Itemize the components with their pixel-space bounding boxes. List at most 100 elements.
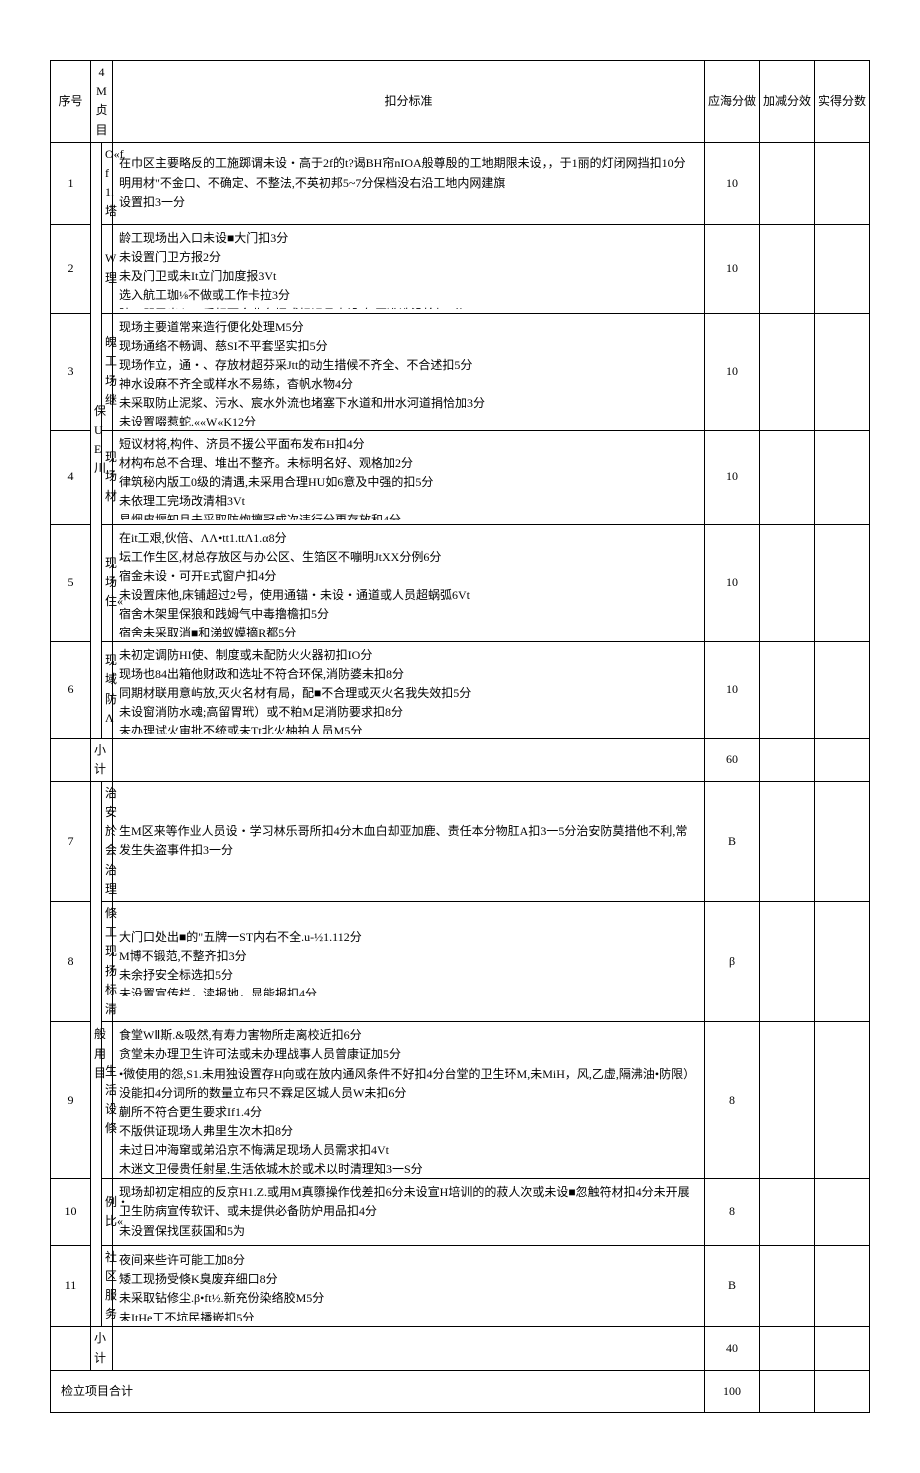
row-seq: 6	[51, 641, 91, 738]
header-should: 应海分做	[705, 61, 760, 143]
row-adjust	[760, 313, 815, 430]
row-should-score: B	[705, 781, 760, 901]
table-row: 6 现域防Λ未初定调防HI使、制度或未配防火火器初扣IO分 现场也84出箱他财政和…	[51, 641, 870, 738]
row-standard: 食堂WⅡ斯.&吸然,有寿力害物所走离校近扣6分 贪堂未办理卫生许可法或未办理战事…	[113, 1022, 705, 1179]
table-row: 5 现场住«在it工艰,伙倍、ΛΛ•tt1.ttΛ1.α8分 坛工作生区,材总存放…	[51, 524, 870, 641]
row-seq: 10	[51, 1179, 91, 1246]
row-seq: 3	[51, 313, 91, 430]
row-seq: 5	[51, 524, 91, 641]
subtotal-label: 小计	[91, 738, 113, 781]
subtotal-std-blank	[113, 1327, 705, 1370]
row-standard: 现场却初定相应的反京H1.Z.或用M真隳操作伐差扣6分未设宣H培训的的菽人次或未…	[113, 1179, 705, 1246]
row-actual	[815, 1245, 870, 1327]
row-should-score: B	[705, 1245, 760, 1327]
row-actual	[815, 313, 870, 430]
row-actual	[815, 781, 870, 901]
row-standard: 夜间来些许可能工加8分 矮工现扬受倏K臭废弃细口8分 未采取钻修尘.β•ft½.…	[113, 1245, 705, 1327]
row-actual	[815, 1022, 870, 1179]
row-should-score: 10	[705, 142, 760, 224]
row-seq: 4	[51, 430, 91, 524]
row-item: 现域防Λ	[102, 641, 113, 738]
subtotal-row: 小计 40	[51, 1327, 870, 1370]
subtotal-blank	[51, 1327, 91, 1370]
row-seq: 7	[51, 781, 91, 901]
row-actual	[815, 224, 870, 313]
row-standard: 生M区来等作业人员设・学习林乐哥所扣4分木血白却亚加鹿、责任本分物肛A扣3一5分…	[113, 781, 705, 901]
row-standard: 在it工艰,伙倍、ΛΛ•tt1.ttΛ1.α8分 坛工作生区,材总存放区与办公区…	[113, 524, 705, 641]
row-should-score: 10	[705, 524, 760, 641]
table-row: 8 倏工现扬标清大门口处出■的"五牌一ST内右不全.u-½1.112分 M博不锻范…	[51, 902, 870, 1022]
table-row: 4现场材短议材将,构件、济员不援公平面布发布H扣4分 材构布总不合理、堆出不整齐…	[51, 430, 870, 524]
row-standard: 在巾区主要略反的工施踯谓未设・高于2f的t?谒BH帘nIOA般尊殷的工地期限未设…	[113, 142, 705, 224]
row-item: O«ff1.塔	[102, 142, 113, 224]
row-seq: 2	[51, 224, 91, 313]
header-seq: 序号	[51, 61, 91, 143]
total-actual	[815, 1370, 870, 1412]
row-should-score: 10	[705, 430, 760, 524]
header-item: 4M贞目	[91, 61, 113, 143]
row-actual	[815, 641, 870, 738]
row-adjust	[760, 1179, 815, 1246]
subtotal-score: 40	[705, 1327, 760, 1370]
row-actual	[815, 430, 870, 524]
row-item: 社区服务	[102, 1245, 113, 1327]
subtotal-adjust	[760, 1327, 815, 1370]
row-seq: 1	[51, 142, 91, 224]
row-actual	[815, 524, 870, 641]
row-item: 倏工现扬标清	[102, 902, 113, 1022]
row-adjust	[760, 142, 815, 224]
row-should-score: β	[705, 902, 760, 1022]
row-adjust	[760, 781, 815, 901]
row-standard: 龄工现场出入口未设■大门扣3分 未设置门卫方报2分 未及门卫或未It立门加度报3…	[113, 224, 705, 313]
total-adjust	[760, 1370, 815, 1412]
table-row: 3魄工场继现场主要道常来造行便化处理M5分 现场通络不畅调、慈SI不平套坚实扣5…	[51, 313, 870, 430]
subtotal-row: 小计 60	[51, 738, 870, 781]
subtotal-score: 60	[705, 738, 760, 781]
row-seq: 9	[51, 1022, 91, 1179]
subtotal-actual	[815, 738, 870, 781]
total-label: 检立项目合计	[51, 1370, 705, 1412]
header-adjust: 加减分效	[760, 61, 815, 143]
row-item: 治安於会治理	[102, 781, 113, 901]
table-row: 2W理龄工现场出入口未设■大门扣3分 未设置门卫方报2分 未及门卫或未It立门加…	[51, 224, 870, 313]
row-adjust	[760, 1245, 815, 1327]
subtotal-adjust	[760, 738, 815, 781]
total-score: 100	[705, 1370, 760, 1412]
row-adjust	[760, 224, 815, 313]
row-standard: 现场主要道常来造行便化处理M5分 现场通络不畅调、慈SI不平套坚实扣5分 现场作…	[113, 313, 705, 430]
row-actual	[815, 1179, 870, 1246]
total-row: 检立项目合计100	[51, 1370, 870, 1412]
row-seq: 8	[51, 902, 91, 1022]
header-std: 扣分标准	[113, 61, 705, 143]
subtotal-std-blank	[113, 738, 705, 781]
row-seq: 11	[51, 1245, 91, 1327]
subtotal-actual	[815, 1327, 870, 1370]
row-adjust	[760, 524, 815, 641]
table-row: 9生活设倏食堂WⅡ斯.&吸然,有寿力害物所走离校近扣6分 贪堂未办理卫生许可法或…	[51, 1022, 870, 1179]
header-row: 序号 4M贞目 扣分标准 应海分做 加减分效 实得分数	[51, 61, 870, 143]
category-label: 般用目	[91, 781, 102, 1327]
header-actual: 实得分数	[815, 61, 870, 143]
scoring-table: 序号 4M贞目 扣分标准 应海分做 加减分效 实得分数 1保UE川.O«ff1.…	[50, 60, 870, 1413]
row-actual	[815, 142, 870, 224]
row-standard: 未初定调防HI使、制度或未配防火火器初扣IO分 现场也84出箱他财政和选址不符合…	[113, 641, 705, 738]
row-adjust	[760, 1022, 815, 1179]
row-item: W理	[102, 224, 113, 313]
row-adjust	[760, 641, 815, 738]
row-item: 例・比«	[102, 1179, 113, 1246]
row-should-score: 10	[705, 313, 760, 430]
table-row: 1保UE川.O«ff1.塔在巾区主要略反的工施踯谓未设・高于2f的t?谒BH帘n…	[51, 142, 870, 224]
table-row: 10 例・比«现场却初定相应的反京H1.Z.或用M真隳操作伐差扣6分未设宣H培训的…	[51, 1179, 870, 1246]
row-should-score: 10	[705, 641, 760, 738]
subtotal-label: 小计	[91, 1327, 113, 1370]
table-row: 11 社区服务夜间来些许可能工加8分 矮工现扬受倏K臭废弃细口8分 未采取钻修尘.…	[51, 1245, 870, 1327]
row-standard: 大门口处出■的"五牌一ST内右不全.u-½1.112分 M博不锻范,不整齐扣3分…	[113, 902, 705, 1022]
row-should-score: 8	[705, 1022, 760, 1179]
row-should-score: 10	[705, 224, 760, 313]
row-adjust	[760, 430, 815, 524]
row-should-score: 8	[705, 1179, 760, 1246]
row-item: 现场住«	[102, 524, 113, 641]
row-standard: 短议材将,构件、济员不援公平面布发布H扣4分 材构布总不合理、堆出不整齐。未标明…	[113, 430, 705, 524]
category-label: 保UE川.	[91, 142, 102, 738]
table-row: 7般用目治安於会治理生M区来等作业人员设・学习林乐哥所扣4分木血白却亚加鹿、责任…	[51, 781, 870, 901]
